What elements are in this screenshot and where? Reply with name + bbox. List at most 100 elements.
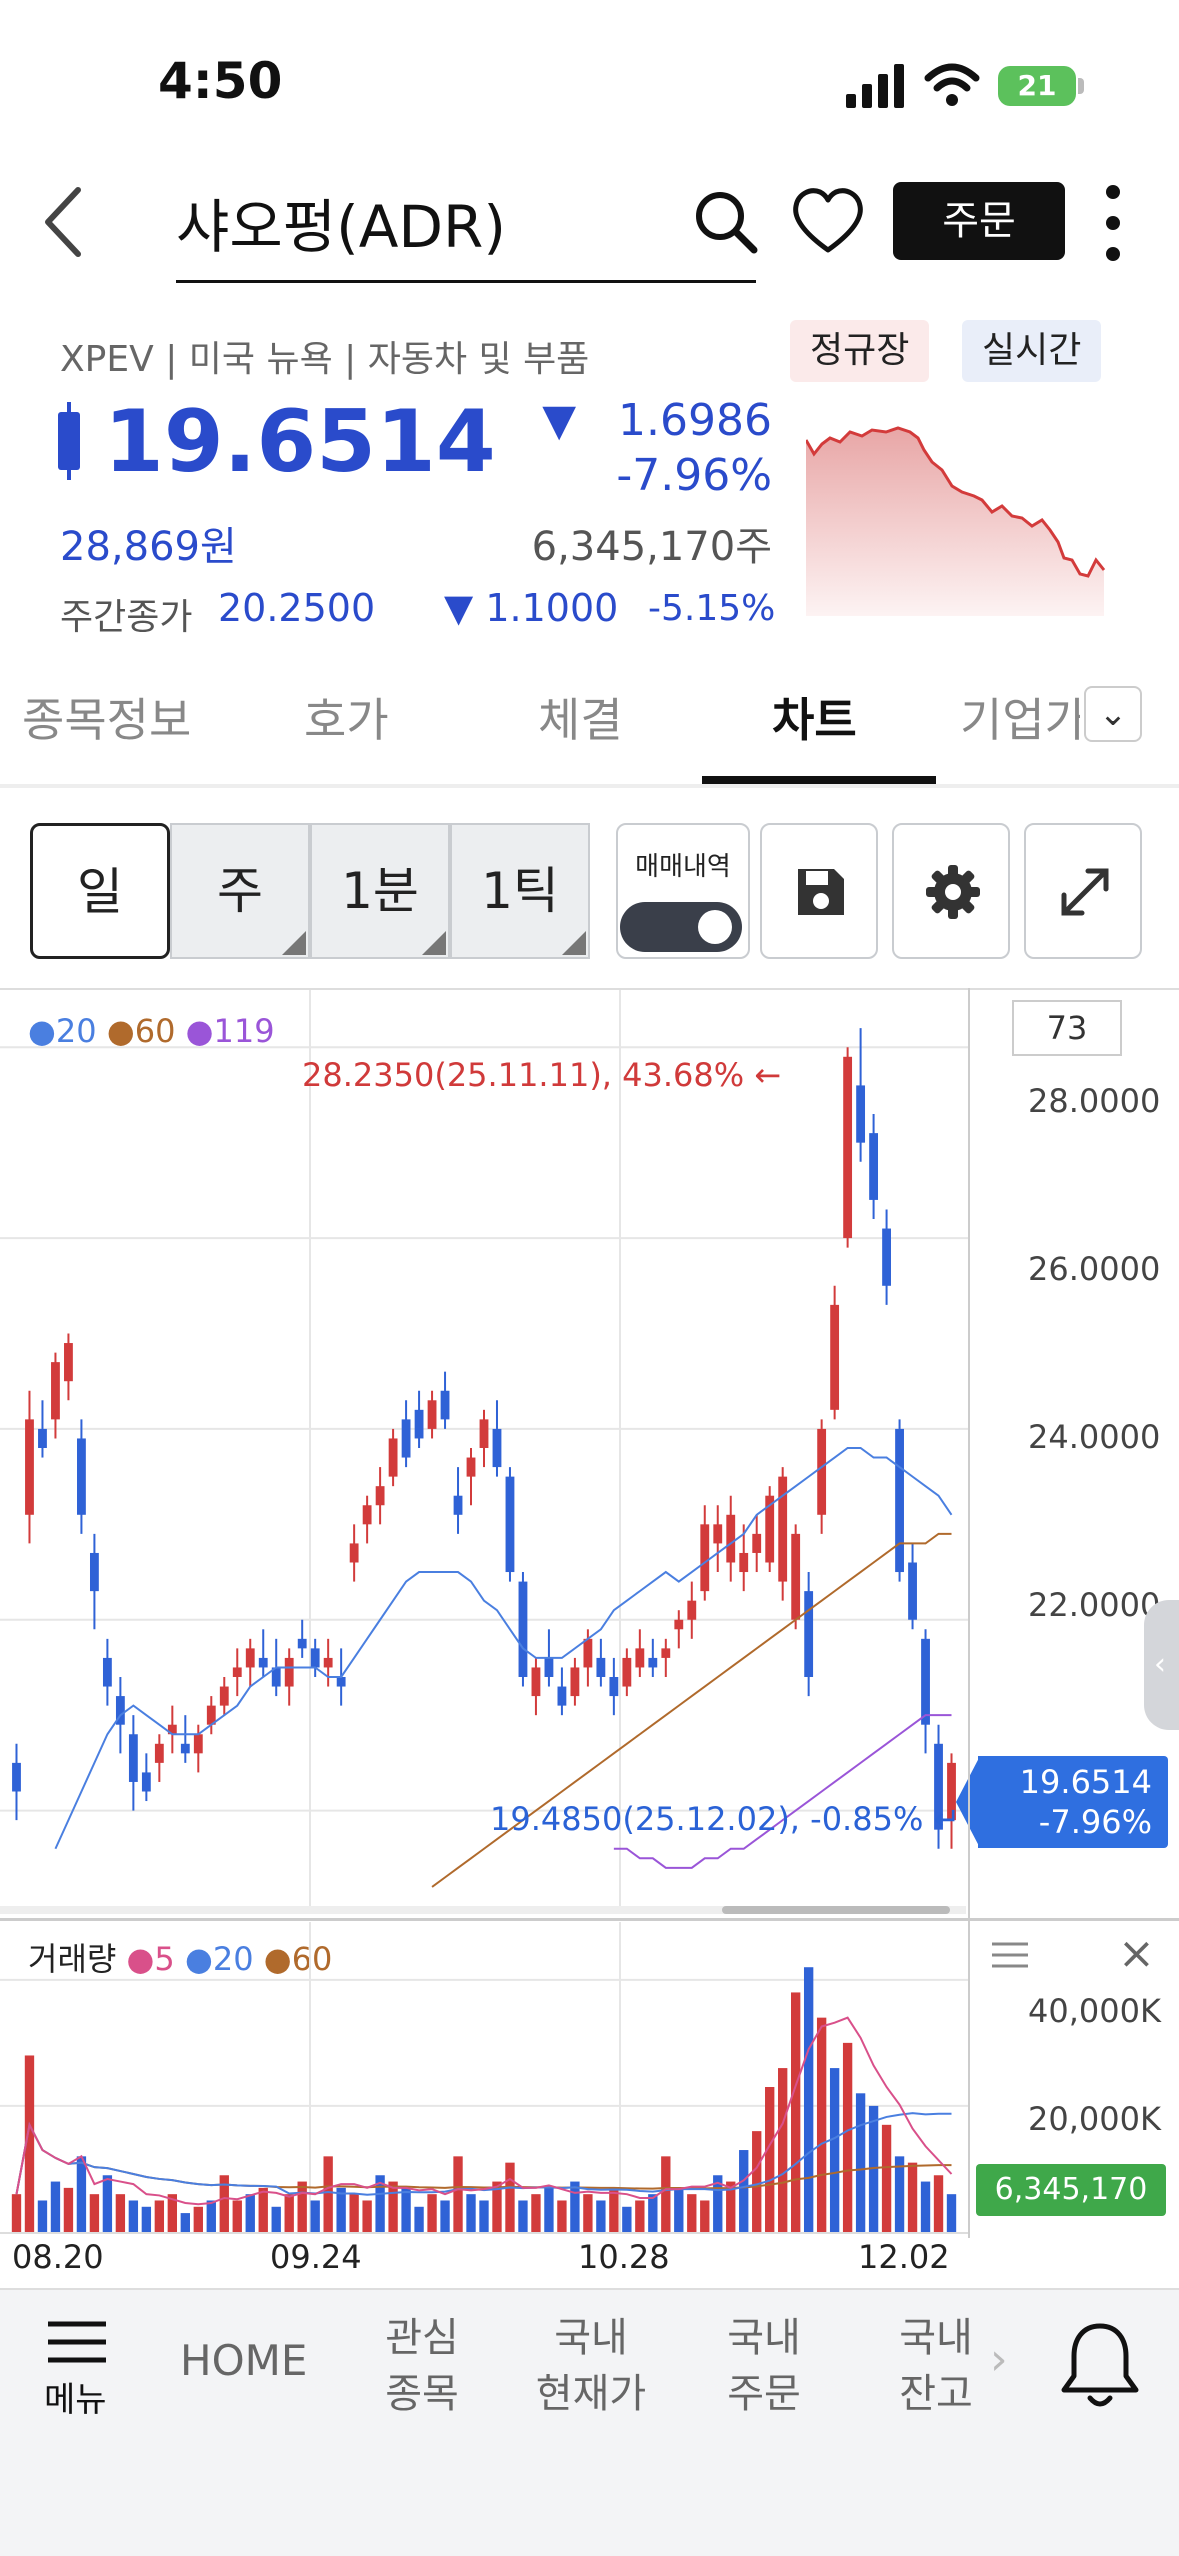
candle-body bbox=[453, 1495, 463, 1515]
tab-trades[interactable]: 체결 bbox=[538, 693, 623, 747]
change-abs: ▼ 1.6986 bbox=[542, 395, 772, 446]
candle-body bbox=[661, 1648, 671, 1658]
volume-bar bbox=[739, 2150, 749, 2232]
volume-menu-icon[interactable] bbox=[990, 1940, 1030, 1970]
candle-body bbox=[518, 1581, 528, 1677]
vma60-dot: ● bbox=[263, 1940, 292, 1978]
volume-bar bbox=[946, 2194, 957, 2232]
candle-body bbox=[349, 1543, 359, 1563]
more-icon[interactable] bbox=[1098, 182, 1128, 264]
low-marker-label: 19.4850(25.12.02), -0.85% ↵ bbox=[490, 1800, 961, 1838]
volume-bar bbox=[583, 2194, 593, 2232]
stock-title[interactable]: 샤오펑(ADR) bbox=[176, 193, 506, 261]
regular-session-badge[interactable]: 정규장 bbox=[790, 320, 930, 382]
vma60-label: 60 bbox=[291, 1940, 333, 1978]
candle-body bbox=[77, 1438, 86, 1515]
chart-top-border bbox=[0, 988, 1179, 990]
candle-body bbox=[336, 1677, 346, 1687]
intraday-mini-chart[interactable] bbox=[806, 410, 1112, 616]
back-icon[interactable] bbox=[38, 182, 88, 262]
candle-body bbox=[804, 1591, 814, 1677]
candle-body bbox=[778, 1476, 788, 1582]
save-button[interactable] bbox=[760, 823, 878, 959]
period-day-button[interactable]: 일 bbox=[30, 823, 170, 959]
candle-body bbox=[25, 1419, 34, 1515]
y-tick: 26.0000 bbox=[1028, 1250, 1161, 1288]
volume-close-icon[interactable]: × bbox=[1118, 1928, 1155, 1979]
search-icon[interactable] bbox=[690, 186, 760, 256]
tab-more-button[interactable]: ⌄ bbox=[1084, 686, 1142, 742]
last-price-tag: 19.6514 -7.96% bbox=[978, 1756, 1168, 1848]
period-week-label: 주 bbox=[217, 862, 263, 920]
candle-body bbox=[89, 1552, 99, 1592]
period-tick-button[interactable]: 1틱 bbox=[450, 823, 590, 959]
fullscreen-button[interactable] bbox=[1024, 823, 1142, 959]
nav-home[interactable]: HOME bbox=[180, 2336, 308, 2385]
volume-bar bbox=[713, 2175, 723, 2232]
candle-body bbox=[206, 1705, 216, 1725]
candle-body bbox=[739, 1552, 749, 1573]
candle-body bbox=[570, 1667, 580, 1697]
volume-chart[interactable] bbox=[0, 1922, 968, 2232]
nav-domestic-balance[interactable]: 국내 잔고 bbox=[886, 2310, 986, 2422]
x-axis-line bbox=[0, 2232, 968, 2234]
volume-bar bbox=[401, 2187, 411, 2232]
volume-bar bbox=[518, 2200, 528, 2232]
ma60-dot: ● bbox=[106, 1012, 135, 1050]
nav-watchlist-line2: 종목 bbox=[385, 2371, 459, 2417]
x-tick: 09.24 bbox=[270, 2238, 362, 2276]
volume-current-tag: 6,345,170 bbox=[976, 2164, 1166, 2216]
tab-orderbook[interactable]: 호가 bbox=[304, 693, 389, 747]
bell-icon[interactable] bbox=[1056, 2320, 1144, 2412]
stock-meta: XPEV | 미국 뉴욕 | 자동차 및 부품 bbox=[60, 339, 590, 380]
settings-button[interactable] bbox=[892, 823, 1010, 959]
nav-next-icon[interactable]: › bbox=[990, 2334, 1008, 2385]
volume-bar bbox=[37, 2200, 48, 2232]
vma5-dot: ● bbox=[126, 1940, 155, 1978]
period-minute-button[interactable]: 1분 bbox=[310, 823, 450, 959]
ma60-line bbox=[431, 1532, 952, 1888]
candle-body bbox=[674, 1619, 684, 1630]
candle-body bbox=[921, 1638, 930, 1725]
candle-body bbox=[882, 1228, 891, 1286]
nav-watchlist-line1: 관심 bbox=[385, 2315, 459, 2361]
side-panel-handle[interactable]: ‹ bbox=[1144, 1600, 1179, 1730]
wifi-icon bbox=[924, 63, 980, 106]
current-price: 19.6514 bbox=[104, 392, 496, 492]
period-week-button[interactable]: 주 bbox=[170, 823, 310, 959]
candle-body bbox=[64, 1343, 73, 1382]
volume-bar bbox=[687, 2194, 697, 2232]
candle-body bbox=[505, 1476, 515, 1573]
candlestick-chart[interactable] bbox=[0, 990, 968, 1906]
candle-body bbox=[934, 1743, 943, 1830]
volume-bar bbox=[648, 2194, 658, 2232]
ma119-dot: ● bbox=[185, 1012, 214, 1050]
hamburger-icon[interactable] bbox=[46, 2320, 108, 2364]
nav-domestic-order[interactable]: 국내 주문 bbox=[714, 2310, 814, 2422]
realtime-badge[interactable]: 실시간 bbox=[962, 320, 1102, 382]
volume-bar bbox=[726, 2181, 736, 2232]
volume-bar bbox=[933, 2175, 944, 2232]
order-button[interactable]: 주문 bbox=[893, 182, 1065, 260]
heart-icon[interactable] bbox=[790, 186, 866, 256]
chart-scrollbar[interactable] bbox=[722, 1906, 950, 1914]
volume-bar bbox=[622, 2206, 632, 2232]
candle-body bbox=[856, 1085, 866, 1143]
candle-body bbox=[726, 1514, 736, 1563]
volume-bar bbox=[24, 2055, 35, 2232]
candle-body bbox=[115, 1696, 125, 1725]
candle-body bbox=[752, 1533, 762, 1553]
volume-bar bbox=[11, 2194, 22, 2232]
candle-body bbox=[830, 1304, 840, 1410]
candle-count-box[interactable]: 73 bbox=[1012, 1000, 1122, 1056]
tab-divider bbox=[0, 784, 1179, 788]
tab-company[interactable]: 기업가 bbox=[960, 693, 1080, 747]
nav-domestic-quote[interactable]: 국내 현재가 bbox=[526, 2310, 656, 2422]
nav-menu-label[interactable]: 메뉴 bbox=[44, 2380, 107, 2420]
nav-watchlist[interactable]: 관심 종목 bbox=[372, 2310, 472, 2422]
tab-stock-info[interactable]: 종목정보 bbox=[22, 693, 192, 747]
candle-body bbox=[284, 1657, 294, 1687]
tab-chart[interactable]: 차트 bbox=[772, 693, 857, 747]
volume-bar bbox=[790, 1992, 801, 2232]
dropdown-corner-icon bbox=[422, 931, 446, 955]
